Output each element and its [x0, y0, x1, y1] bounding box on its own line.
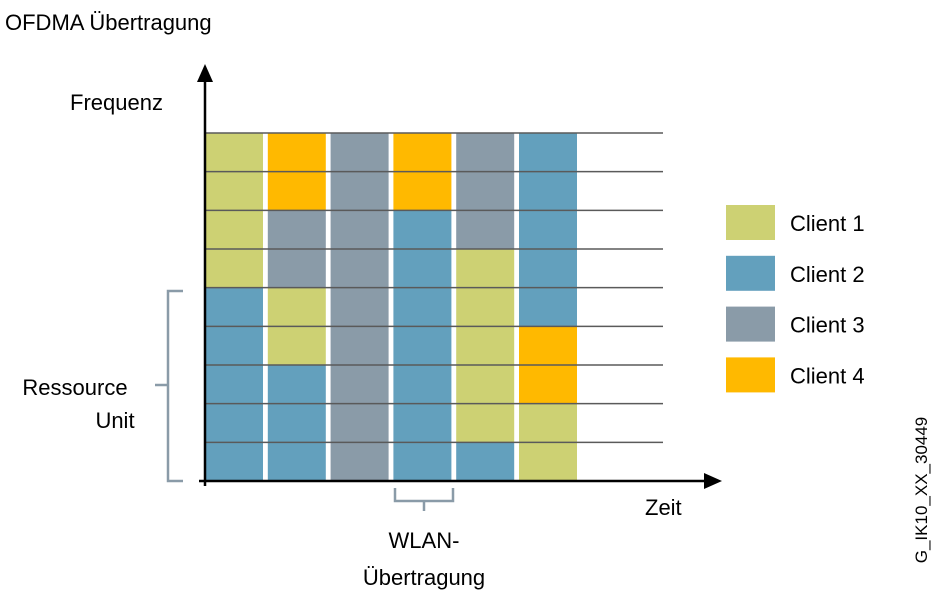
resource-block [267, 171, 326, 211]
figure-id: G_IK10_XX_30449 [912, 417, 931, 564]
resource-block [267, 132, 326, 172]
resource-block [393, 132, 452, 172]
resource-block [456, 326, 515, 366]
resource-block [519, 210, 577, 250]
resource-block [519, 248, 577, 288]
resource-block [519, 364, 577, 404]
resource-block [205, 403, 263, 443]
resource-block [393, 210, 452, 250]
resource-block [456, 248, 515, 288]
legend-label: Client 4 [790, 363, 865, 388]
resource-block [519, 132, 577, 172]
resource-block [330, 403, 389, 443]
resource-block [205, 442, 263, 482]
resource-block [330, 442, 389, 482]
resource-block [205, 210, 263, 250]
resource-block [393, 364, 452, 404]
resource-block [519, 326, 577, 366]
legend: Client 1 Client 2 Client 3 Client 4 [726, 205, 865, 393]
legend-label: Client 2 [790, 262, 865, 287]
wlan-label: WLAN- [389, 528, 460, 553]
resource-block [393, 248, 452, 288]
wlan-label: Übertragung [363, 565, 485, 590]
legend-swatch [726, 255, 775, 291]
resource-block [330, 326, 389, 366]
resource-block [519, 171, 577, 211]
resource-block [456, 364, 515, 404]
y-arrow [197, 64, 213, 82]
resource-block [267, 403, 326, 443]
resource-block [330, 287, 389, 327]
y-label: Frequenz [70, 90, 163, 115]
resource-block [330, 171, 389, 211]
ru-label: Unit [95, 408, 134, 433]
legend-swatch [726, 306, 775, 342]
resource-block [330, 210, 389, 250]
resource-block [393, 403, 452, 443]
resource-block [519, 442, 577, 482]
resource-block [267, 364, 326, 404]
grid [205, 132, 663, 444]
ru-label: Ressource [22, 375, 127, 400]
resource-block [330, 248, 389, 288]
resource-block [456, 210, 515, 250]
resource-block [456, 403, 515, 443]
blocks [205, 132, 577, 482]
legend-label: Client 3 [790, 313, 865, 338]
legend-label: Client 1 [790, 211, 865, 236]
resource-block [267, 248, 326, 288]
resource-block [330, 132, 389, 172]
resource-block [456, 171, 515, 211]
resource-block [205, 287, 263, 327]
legend-swatch [726, 205, 775, 240]
resource-block [393, 287, 452, 327]
resource-block [205, 364, 263, 404]
resource-block [205, 171, 263, 211]
resource-block [393, 171, 452, 211]
resource-block [205, 132, 263, 172]
resource-block [267, 326, 326, 366]
resource-block [205, 248, 263, 288]
resource-block [393, 442, 452, 482]
resource-block [330, 364, 389, 404]
resource-block [267, 287, 326, 327]
title: OFDMA Übertragung [5, 10, 212, 35]
resource-block [393, 326, 452, 366]
legend-swatch [726, 357, 775, 393]
resource-block [267, 210, 326, 250]
x-label: Zeit [645, 495, 682, 520]
x-arrow [704, 473, 722, 489]
resource-block [267, 442, 326, 482]
resource-block [456, 442, 515, 482]
resource-block [456, 287, 515, 327]
resource-block [205, 326, 263, 366]
ru-bracket [155, 289, 183, 483]
resource-block [456, 132, 515, 172]
resource-block [519, 403, 577, 443]
resource-block [519, 287, 577, 327]
wlan-bracket [393, 488, 455, 511]
